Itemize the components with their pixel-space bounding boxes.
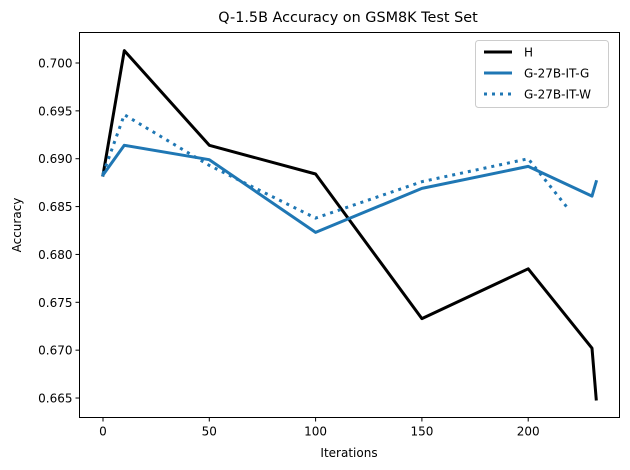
chart-title: Q-1.5B Accuracy on GSM8K Test Set (218, 10, 478, 26)
y-tick-label: 0.690 (38, 152, 72, 166)
y-tick-label: 0.695 (38, 104, 72, 118)
y-tick-label: 0.680 (38, 248, 72, 262)
legend: H G-27B-IT-G G-27B-IT-W (475, 40, 609, 108)
plot-frame (79, 32, 620, 418)
x-tick-label: 100 (304, 425, 327, 439)
x-tick-label: 150 (410, 425, 433, 439)
legend-frame (475, 40, 609, 108)
plot-lines (100, 49, 599, 401)
x-tick-label: 200 (517, 425, 540, 439)
y-tick-label: 0.675 (38, 296, 72, 310)
y-tick-label: 0.670 (38, 344, 72, 358)
y-axis-label: Accuracy (10, 198, 24, 253)
x-axis-label: Iterations (320, 446, 377, 460)
y-tick-label: 0.665 (38, 392, 72, 406)
legend-label-g-27b-it-w: G-27B-IT-W (524, 88, 591, 102)
legend-label-h: H (524, 46, 533, 60)
x-tick-label: 0 (99, 425, 107, 439)
y-tick-label: 0.685 (38, 200, 72, 214)
series-line-g-27b-it-w (101, 113, 568, 220)
x-tick-label: 50 (202, 425, 217, 439)
series-line-g-27b-it-g (100, 143, 599, 234)
x-axis: 0 50 100 150 200 (99, 417, 540, 439)
y-axis: 0.665 0.670 0.675 0.680 0.685 0.690 0.695 0.700 (38, 57, 80, 406)
legend-label-g-27b-it-g: G-27B-IT-G (524, 67, 589, 81)
series-line-h (101, 49, 598, 401)
y-tick-label: 0.700 (38, 57, 72, 71)
